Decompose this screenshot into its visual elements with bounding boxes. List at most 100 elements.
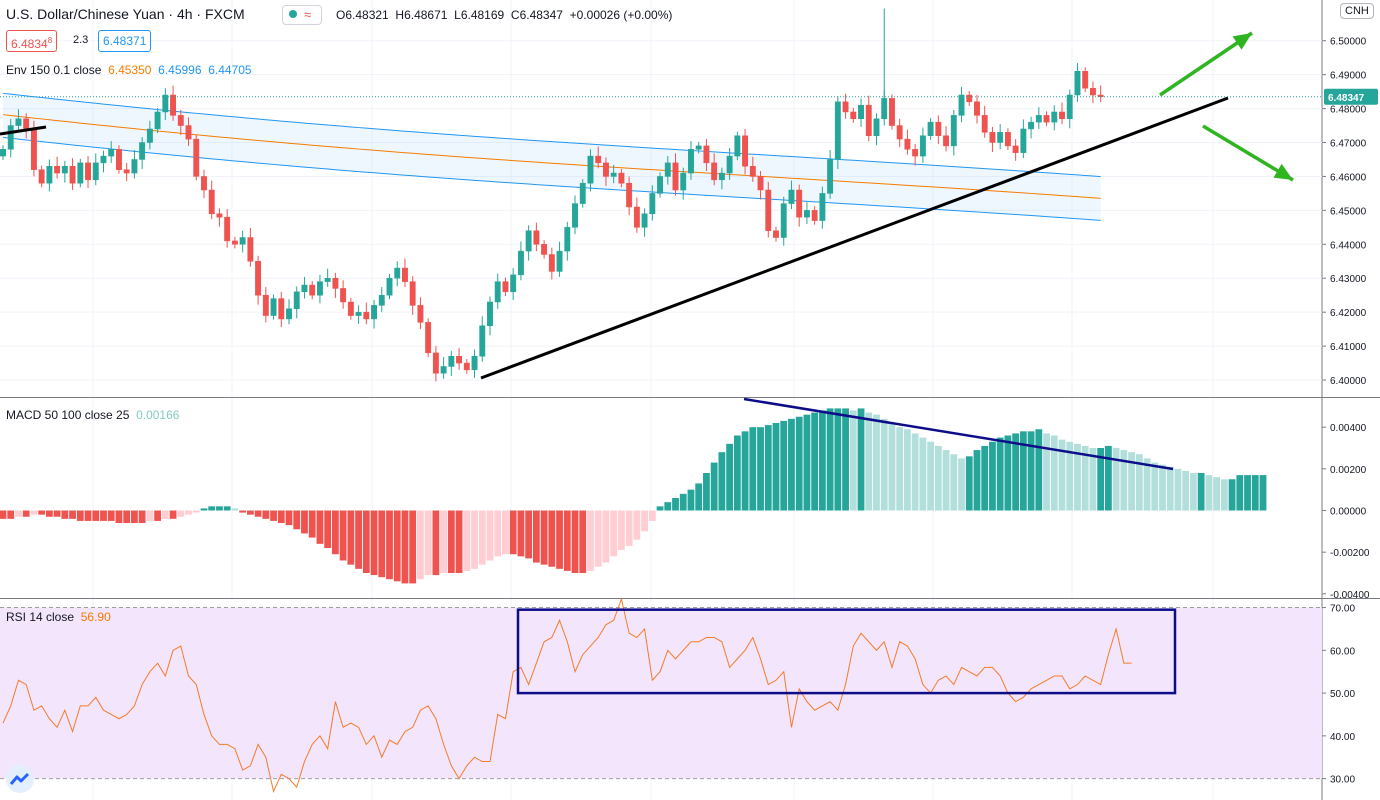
macd-legend[interactable]: MACD 50 100 close 25 0.00166 (6, 408, 179, 422)
macd-bar (525, 510, 533, 559)
candle-body (595, 155, 602, 164)
candle-body (641, 213, 648, 228)
macd-bar (92, 510, 100, 521)
macd-bar (973, 450, 981, 511)
close-label: C (510, 8, 520, 22)
macd-bar (223, 506, 231, 511)
macd-bar (138, 510, 146, 523)
candle-body (1074, 71, 1081, 96)
candle-body (154, 111, 161, 130)
candle-body (958, 94, 965, 116)
candle-body (61, 166, 68, 174)
candle-body (796, 189, 803, 218)
candle-body (517, 250, 524, 276)
macd-bar (857, 408, 865, 511)
macd-histogram-group (0, 408, 1267, 584)
macd-bar (579, 510, 587, 573)
envelope-lower-line (2, 136, 1101, 221)
bid-button[interactable]: 6.48348 (6, 30, 58, 52)
macd-bar (556, 510, 563, 569)
macd-bar (7, 510, 15, 519)
candle-body (587, 155, 594, 184)
macd-bar (378, 510, 386, 578)
macd-bar (239, 510, 247, 513)
macd-bar (463, 510, 471, 571)
candle-body (734, 135, 741, 157)
price-tick-label: 6.46000 (1330, 172, 1367, 183)
price-tick-label: 6.40000 (1330, 376, 1367, 387)
macd-bar (1197, 473, 1205, 511)
candle-body (1043, 115, 1050, 123)
high-label: H (395, 8, 405, 22)
candle-body (773, 230, 779, 238)
macd-bar (1151, 462, 1159, 511)
indicator-toggle[interactable]: ≈ (282, 5, 322, 25)
macd-bar (780, 420, 788, 511)
macd-bar (115, 510, 123, 523)
candle-body (865, 104, 872, 136)
candle-body (208, 189, 215, 215)
macd-bar (494, 510, 502, 557)
macd-bar (950, 454, 958, 511)
macd-bar (1213, 477, 1221, 511)
macd-bar (45, 510, 53, 517)
candle-body (123, 169, 130, 174)
rsi-tick-label: 40.00 (1330, 732, 1355, 743)
macd-bar (733, 435, 741, 511)
macd-bar (386, 510, 393, 580)
macd-bar (703, 473, 710, 511)
symbol-title[interactable]: U.S. Dollar/Chinese Yuan · 4h · FXCM (6, 6, 245, 22)
macd-bar (22, 510, 30, 517)
macd-bar (1081, 445, 1089, 511)
low-label: L (454, 8, 461, 22)
candle-body (487, 301, 493, 326)
rsi-legend[interactable]: RSI 14 close 56.90 (6, 610, 111, 624)
open-label: O (336, 8, 346, 22)
macd-bar (100, 510, 107, 521)
candle-body (216, 213, 223, 218)
macd-bar (30, 510, 38, 515)
candle-body (919, 135, 926, 157)
macd-bar (1143, 458, 1151, 511)
macd-bar (347, 510, 355, 565)
macd-bar (1050, 435, 1058, 511)
candle-body (262, 294, 269, 316)
candle-body (432, 352, 439, 374)
macd-bar (849, 410, 857, 511)
rsi-tick-label: 30.00 (1330, 775, 1355, 786)
candle-body (889, 98, 895, 126)
macd-bar (981, 445, 989, 511)
candle-body (935, 121, 942, 136)
candle-body (703, 145, 710, 164)
price-tick-label: 6.44000 (1330, 240, 1367, 251)
candle-body (765, 189, 772, 231)
currency-badge[interactable]: CNH (1340, 3, 1374, 19)
candle-body (718, 172, 725, 181)
macd-bar (200, 508, 208, 511)
macd-bar (571, 510, 579, 573)
candle-body (363, 311, 370, 320)
bid-price: 6.4834 (11, 37, 48, 51)
macd-bar (355, 510, 362, 569)
envelope-legend[interactable]: Env 150 0.1 close 6.45350 6.45996 6.4470… (6, 63, 252, 77)
high-value: 6.48671 (404, 8, 448, 22)
ask-button[interactable]: 6.48371 (98, 30, 152, 52)
macd-bar (996, 437, 1004, 511)
candle-body (131, 159, 138, 174)
candle-body (54, 166, 61, 174)
macd-tick-label: -0.00400 (1330, 590, 1370, 601)
candle-body (695, 145, 702, 150)
candle-body (1012, 145, 1019, 153)
close-value: 6.48347 (519, 8, 563, 22)
macd-bar (749, 427, 757, 511)
candle-body (827, 159, 834, 194)
candle-body (1089, 87, 1096, 96)
tradingview-logo[interactable] (6, 765, 34, 793)
price-tick-label: 6.43000 (1330, 274, 1367, 285)
macd-bar (84, 510, 92, 521)
candle-body (409, 281, 416, 306)
macd-bar (764, 425, 772, 511)
macd-bar (1236, 475, 1244, 511)
candle-body (309, 284, 316, 296)
